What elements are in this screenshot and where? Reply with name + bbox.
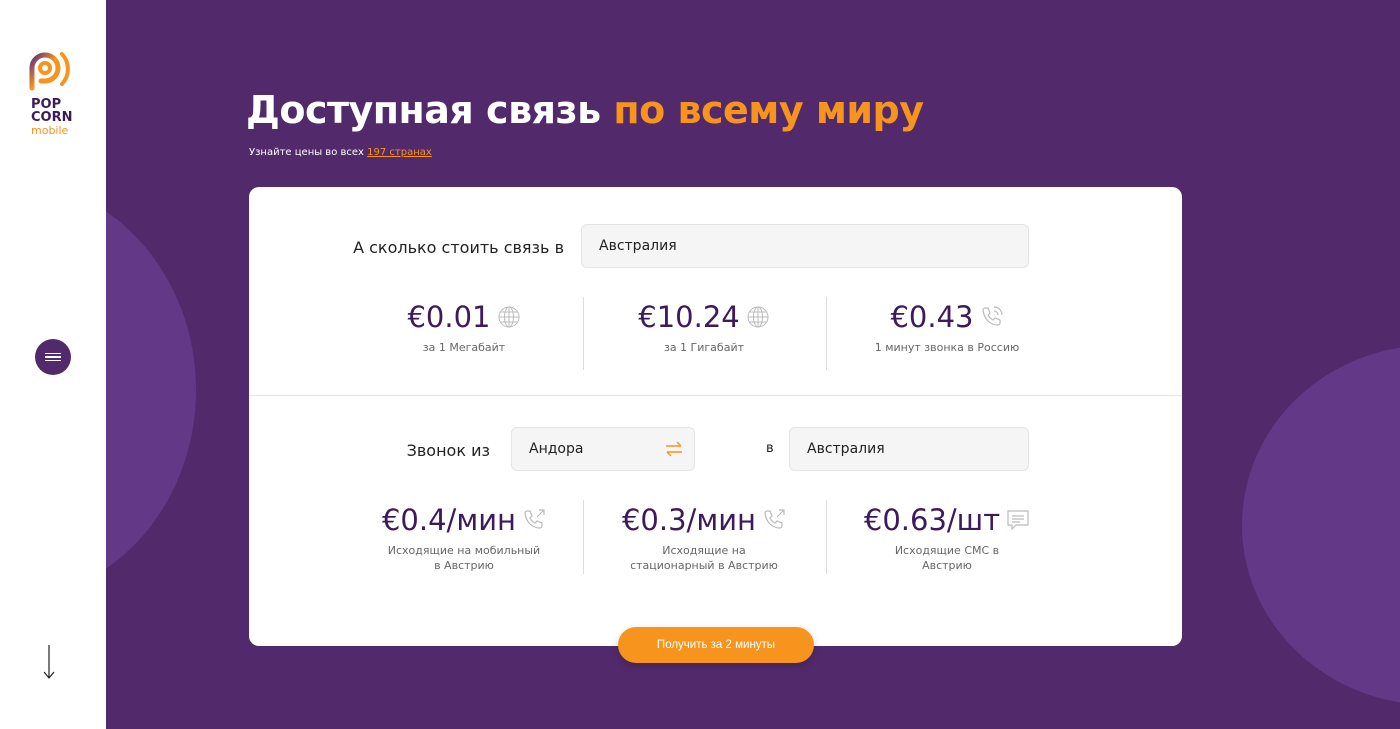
to-label: в	[766, 441, 774, 456]
divider	[583, 500, 584, 574]
stat-call-russia: €0.43 1 минут звонка в Россию	[827, 300, 1067, 355]
bg-circle-right	[1242, 345, 1400, 705]
divider	[826, 500, 827, 574]
pricing-card: А сколько стоить связь в Австралия €0.01…	[249, 187, 1182, 646]
caption-line2: в Австрию	[434, 559, 494, 572]
globe-icon	[747, 306, 769, 328]
bg-circle-left	[106, 180, 196, 600]
divider	[583, 297, 584, 370]
stat-mobile-call: €0.4/мин Исходящие на мобильный в Австрию	[344, 503, 584, 573]
price: €10.24	[638, 300, 740, 334]
divider	[826, 297, 827, 370]
caption-line1: Исходящие на мобильный	[387, 544, 541, 557]
country-select[interactable]: Австралия	[581, 224, 1029, 268]
logo-line1: POP	[31, 97, 62, 112]
price: €0.01	[407, 300, 491, 334]
swap-icon[interactable]	[664, 440, 684, 458]
countries-link[interactable]: 197 странах	[367, 147, 432, 158]
stat-landline-call: €0.3/мин Исходящие на стационарный в Авст…	[584, 503, 824, 573]
subtitle: Узнайте цены во всех 197 странах	[249, 147, 432, 158]
logo-text: POP CORN mobile	[31, 98, 72, 137]
price: €0.63/шт	[863, 503, 1001, 537]
stat-gigabyte: €10.24 за 1 Гигабайт	[584, 300, 824, 355]
logo-line3: mobile	[31, 124, 69, 137]
from-country-select[interactable]: Андора	[511, 427, 695, 471]
message-icon	[1007, 510, 1029, 531]
caption-line2: Австрию	[922, 559, 972, 572]
logo[interactable]	[26, 48, 76, 102]
price: €0.3/мин	[621, 503, 757, 537]
price: €0.43	[890, 300, 974, 334]
to-country-select[interactable]: Австралия	[789, 427, 1029, 471]
call-from-label: Звонок из	[406, 441, 490, 460]
page-title: Доступная связь по всему миру	[246, 88, 924, 132]
logo-mark-icon	[29, 52, 70, 91]
phone-outgoing-icon	[764, 509, 785, 529]
get-sim-button[interactable]: Получить за 2 минуты	[618, 627, 814, 663]
section-divider	[249, 395, 1182, 396]
caption: за 1 Мегабайт	[422, 341, 506, 354]
country-label: А сколько стоить связь в	[353, 238, 564, 257]
title-accent: по всему миру	[613, 88, 924, 132]
title-main: Доступная связь	[246, 88, 614, 132]
caption-line2: стационарный в Австрию	[630, 559, 778, 572]
subtitle-text: Узнайте цены во всех	[249, 147, 368, 158]
menu-button[interactable]	[35, 339, 71, 375]
stat-megabyte: €0.01 за 1 Мегабайт	[344, 300, 584, 355]
stat-sms: €0.63/шт Исходящие СМС в Австрию	[827, 503, 1067, 573]
caption-line1: Исходящие СМС в	[894, 544, 1000, 557]
caption-line1: Исходящие на	[662, 544, 746, 557]
phone-outgoing-icon	[524, 509, 545, 529]
logo-line2: CORN	[31, 110, 73, 125]
caption: 1 минут звонка в Россию	[874, 341, 1020, 354]
hamburger-icon	[45, 353, 61, 361]
caption: за 1 Гигабайт	[663, 341, 745, 354]
from-country-value: Андора	[529, 441, 584, 457]
sidebar: POP CORN mobile	[0, 0, 106, 729]
globe-icon	[498, 306, 520, 328]
scroll-down-arrow-icon[interactable]	[40, 644, 58, 684]
phone-ringing-icon	[981, 306, 1003, 326]
price: €0.4/мин	[381, 503, 517, 537]
